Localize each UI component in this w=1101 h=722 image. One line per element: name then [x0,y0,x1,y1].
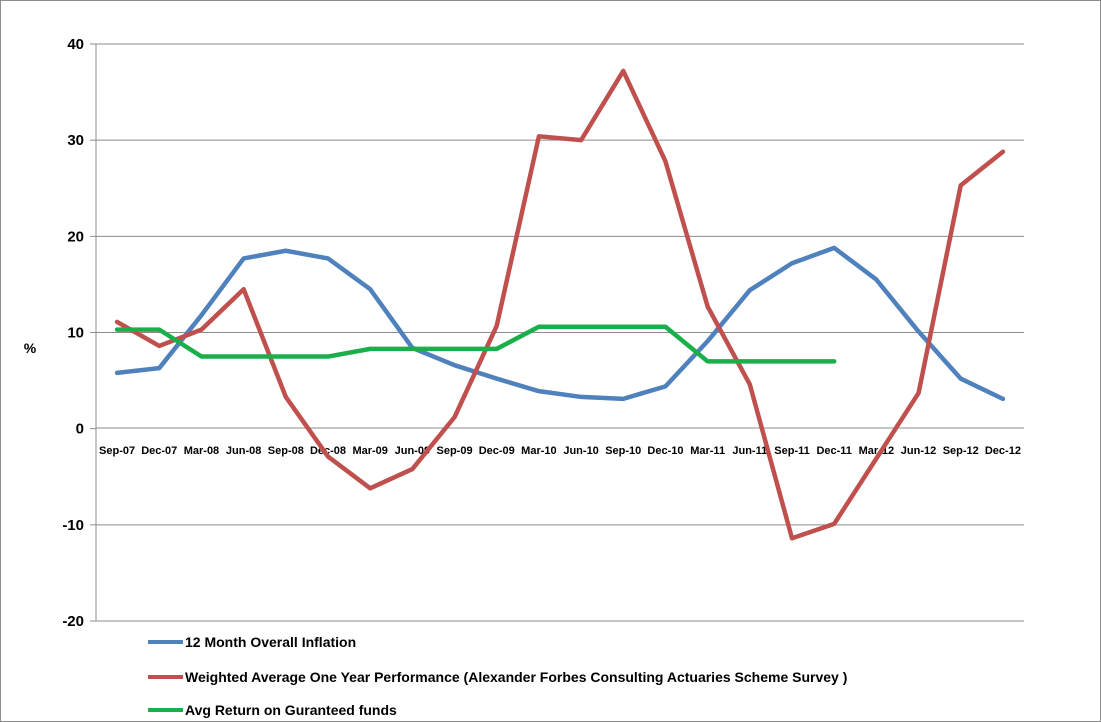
series-line-2 [114,68,1006,541]
x-tick-label: Dec-12 [985,445,1021,457]
x-tick-label: Mar-11 [690,445,725,457]
y-axis-label: % [24,340,37,356]
series-lines [114,68,1006,541]
y-tick-label: -20 [62,613,84,630]
x-tick-label: Sep-07 [99,445,135,457]
y-tick-label: 20 [67,228,84,245]
x-tick-label: Mar-09 [352,445,387,457]
y-tick-label: -10 [62,517,84,534]
legend: 12 Month Overall Inflation Weighted Avera… [148,634,847,718]
x-tick-label: Jun-10 [563,445,598,457]
x-tick-label: Dec-11 [816,445,851,457]
x-tick-label: Dec-08 [310,445,346,457]
x-tick-label: Dec-10 [647,445,683,457]
x-tick-label: Dec-07 [141,445,177,457]
series-line-1 [114,245,1006,402]
x-tick-label: Mar-08 [184,445,219,457]
y-tick-label: 40 [67,36,84,53]
y-axis: -20 -10 0 10 20 30 40 [62,36,97,630]
legend-entry: 12 Month Overall Inflation [185,634,356,650]
x-tick-label: Sep-12 [943,445,979,457]
x-tick-label: Sep-11 [774,445,809,457]
x-tick-label: Mar-10 [521,445,556,457]
y-tick-label: 0 [76,421,84,438]
legend-entry: Weighted Average One Year Performance (A… [185,669,847,685]
y-tick-label: 30 [67,132,84,149]
y-tick-label: 10 [67,325,84,342]
series-line-3 [114,324,837,364]
x-tick-label: Sep-08 [268,445,304,457]
x-axis: Sep-07 Dec-07 Mar-08 Jun-08 Sep-08 Dec-08 Mar-… [96,427,1024,457]
x-tick-label: Dec-09 [479,445,515,457]
x-tick-label: Sep-09 [437,445,473,457]
x-tick-label: Jun-09 [395,445,430,457]
x-tick-label: Sep-10 [605,445,641,457]
x-tick-label: Jun-12 [901,445,936,457]
x-tick-label: Jun-08 [226,445,261,457]
legend-entry: Avg Return on Guranteed funds [185,702,397,718]
x-tick-label: Jun-11 [732,445,767,457]
